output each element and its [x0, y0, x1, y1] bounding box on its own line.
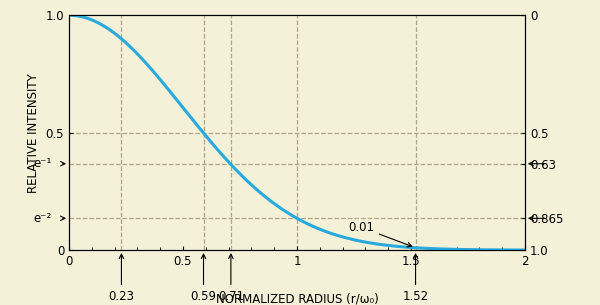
X-axis label: NORMALIZED RADIUS (r/ω₀): NORMALIZED RADIUS (r/ω₀) — [215, 293, 379, 305]
Y-axis label: RELATIVE INTENSITY: RELATIVE INTENSITY — [27, 73, 40, 192]
Text: 0.01: 0.01 — [348, 221, 412, 247]
Text: 0.71: 0.71 — [218, 254, 244, 303]
Text: e⁻²: e⁻² — [34, 212, 52, 225]
Text: 0.59: 0.59 — [191, 254, 217, 303]
Text: 1.52: 1.52 — [403, 254, 428, 303]
Text: e⁻¹: e⁻¹ — [34, 157, 52, 170]
Text: 0.23: 0.23 — [109, 254, 134, 303]
